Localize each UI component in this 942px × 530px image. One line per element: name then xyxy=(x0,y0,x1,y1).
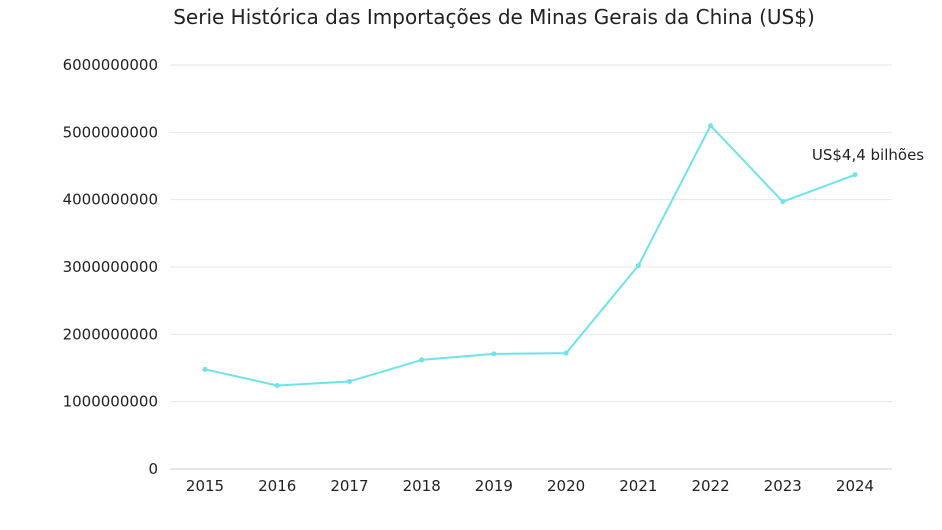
chart-title: Serie Histórica das Importações de Minas… xyxy=(173,5,815,29)
y-tick-label: 2000000000 xyxy=(63,325,158,343)
x-tick-label: 2015 xyxy=(186,477,224,495)
grid xyxy=(170,64,892,403)
data-point xyxy=(346,378,352,384)
x-axis-ticks: 2015 2016 2017 2018 2019 2020 2021 2022 2023 2024 xyxy=(186,477,874,495)
data-point xyxy=(635,263,641,269)
data-point xyxy=(491,351,497,357)
x-tick-label: 2017 xyxy=(330,477,368,495)
annotation-label: US$4,4 bilhões xyxy=(812,146,924,164)
x-tick-label: 2019 xyxy=(475,477,513,495)
y-tick-label: 4000000000 xyxy=(63,191,158,209)
data-point xyxy=(274,383,280,389)
x-tick-label: 2024 xyxy=(836,477,874,495)
data-point xyxy=(780,199,786,205)
y-tick-label: 3000000000 xyxy=(63,258,158,276)
y-tick-label: 1000000000 xyxy=(63,393,158,411)
x-tick-label: 2022 xyxy=(691,477,729,495)
data-point xyxy=(563,350,569,356)
x-tick-label: 2023 xyxy=(764,477,802,495)
data-point xyxy=(708,123,714,129)
y-axis-ticks: 0 1000000000 2000000000 3000000000 400000000… xyxy=(63,56,158,478)
x-tick-label: 2018 xyxy=(403,477,441,495)
x-tick-label: 2021 xyxy=(619,477,657,495)
y-tick-label: 0 xyxy=(148,460,158,478)
y-tick-label: 5000000000 xyxy=(63,123,158,141)
x-tick-label: 2016 xyxy=(258,477,296,495)
data-point xyxy=(419,357,425,363)
y-tick-label: 6000000000 xyxy=(63,56,158,74)
data-point xyxy=(852,172,858,178)
series-line xyxy=(204,124,856,387)
series xyxy=(202,123,858,389)
data-point xyxy=(202,366,208,372)
x-tick-label: 2020 xyxy=(547,477,585,495)
